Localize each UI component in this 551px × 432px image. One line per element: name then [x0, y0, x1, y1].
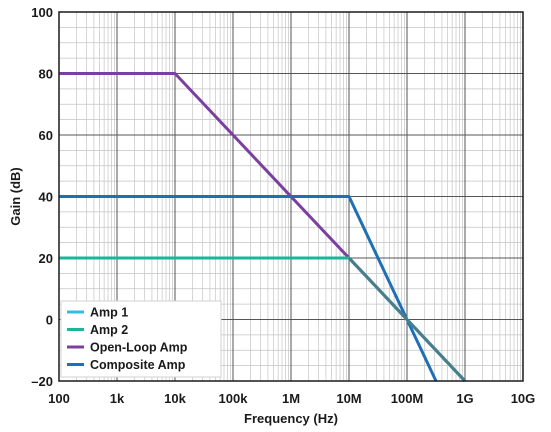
x-tick-label: 100M	[391, 391, 424, 406]
legend-box	[60, 300, 222, 378]
x-axis-title: Frequency (Hz)	[244, 411, 338, 426]
y-tick-label: –20	[31, 374, 53, 389]
y-tick-label: 0	[46, 313, 53, 328]
legend-label: Open-Loop Amp	[90, 341, 188, 355]
overlap-segment	[347, 256, 467, 383]
legend-label: Amp 1	[90, 306, 128, 320]
legend-label: Amp 2	[90, 323, 128, 337]
x-tick-label: 10M	[336, 391, 361, 406]
x-tick-label: 10k	[164, 391, 186, 406]
y-tick-label: 80	[39, 67, 53, 82]
x-tick-label: 10G	[511, 391, 536, 406]
x-tick-label: 100	[48, 391, 70, 406]
y-tick-label: 60	[39, 128, 53, 143]
legend-label: Composite Amp	[90, 358, 186, 372]
plot-frame	[58, 11, 524, 382]
series-lines	[59, 72, 467, 383]
x-tick-label: 100k	[219, 391, 249, 406]
legend: Amp 1 Amp 2 Open-Loop Amp Composite Amp	[60, 300, 222, 378]
y-tick-label: 100	[31, 5, 53, 20]
x-tick-label: 1M	[282, 391, 300, 406]
y-axis-title: Gain (dB)	[8, 167, 23, 226]
x-tick-label: 1k	[110, 391, 125, 406]
tick-labels: 100 1k 10k 100k 1M 10M 100M 1G 10G –20 0 20 40 60 80 10…	[31, 5, 535, 406]
y-tick-label: 20	[39, 251, 53, 266]
y-tick-label: 40	[39, 190, 53, 205]
x-tick-label: 1G	[456, 391, 473, 406]
